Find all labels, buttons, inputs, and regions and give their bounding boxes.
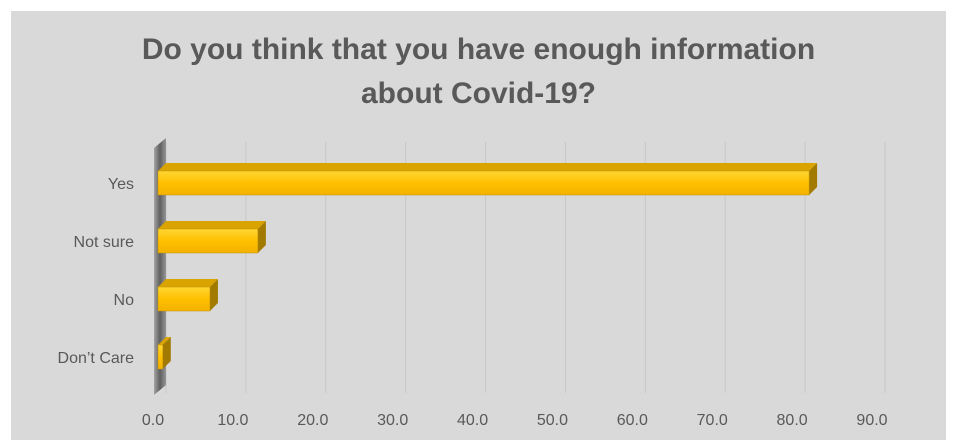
- x-tick-label: 0.0: [142, 412, 164, 429]
- x-tick-label: 80.0: [777, 412, 808, 429]
- bar-side-face: [809, 163, 818, 195]
- bar-yes: [157, 163, 818, 196]
- bar-not-sure: [157, 221, 266, 254]
- x-tick-label: 90.0: [856, 412, 887, 429]
- x-tick-label: 30.0: [377, 412, 408, 429]
- bar-side-face: [162, 337, 171, 369]
- x-tick-label: 70.0: [697, 412, 728, 429]
- bar-front-face: [157, 228, 259, 254]
- axis-wall: [154, 138, 166, 395]
- x-tick-label: 60.0: [617, 412, 648, 429]
- axis-wall-shape: [154, 138, 166, 395]
- x-tick-label: 10.0: [217, 412, 248, 429]
- bar-top-face: [158, 221, 266, 229]
- category-labels: Yes Not sure No Don’t Care: [58, 176, 135, 367]
- bar-side-face: [257, 221, 266, 253]
- bar-top-face: [158, 163, 818, 171]
- bar-front-face: [157, 286, 211, 312]
- bar-top-face: [158, 279, 218, 287]
- category-label: Not sure: [74, 234, 135, 251]
- bar-top-face: [158, 337, 171, 345]
- x-tick-labels: 0.0 10.0 20.0 30.0 40.0 50.0 60.0 70.0 80.0 90.0: [142, 412, 888, 429]
- x-tick-label: 40.0: [457, 412, 488, 429]
- chart-title: Do you think that you have enough inform…: [11, 28, 946, 116]
- bar-front-face: [157, 170, 810, 196]
- chart-title-line-1: Do you think that you have enough inform…: [141, 33, 816, 66]
- bars: [157, 163, 818, 370]
- category-label: Yes: [108, 176, 134, 193]
- category-label: No: [114, 292, 135, 309]
- chart-title-line-2: about Covid-19?: [360, 77, 596, 110]
- bar-no: [157, 279, 218, 312]
- bar-don-t-care: [157, 337, 171, 370]
- bar-front-face: [157, 344, 164, 370]
- category-label: Don’t Care: [58, 350, 135, 367]
- bar-side-face: [209, 279, 218, 311]
- x-tick-label: 50.0: [537, 412, 568, 429]
- x-tick-label: 20.0: [297, 412, 328, 429]
